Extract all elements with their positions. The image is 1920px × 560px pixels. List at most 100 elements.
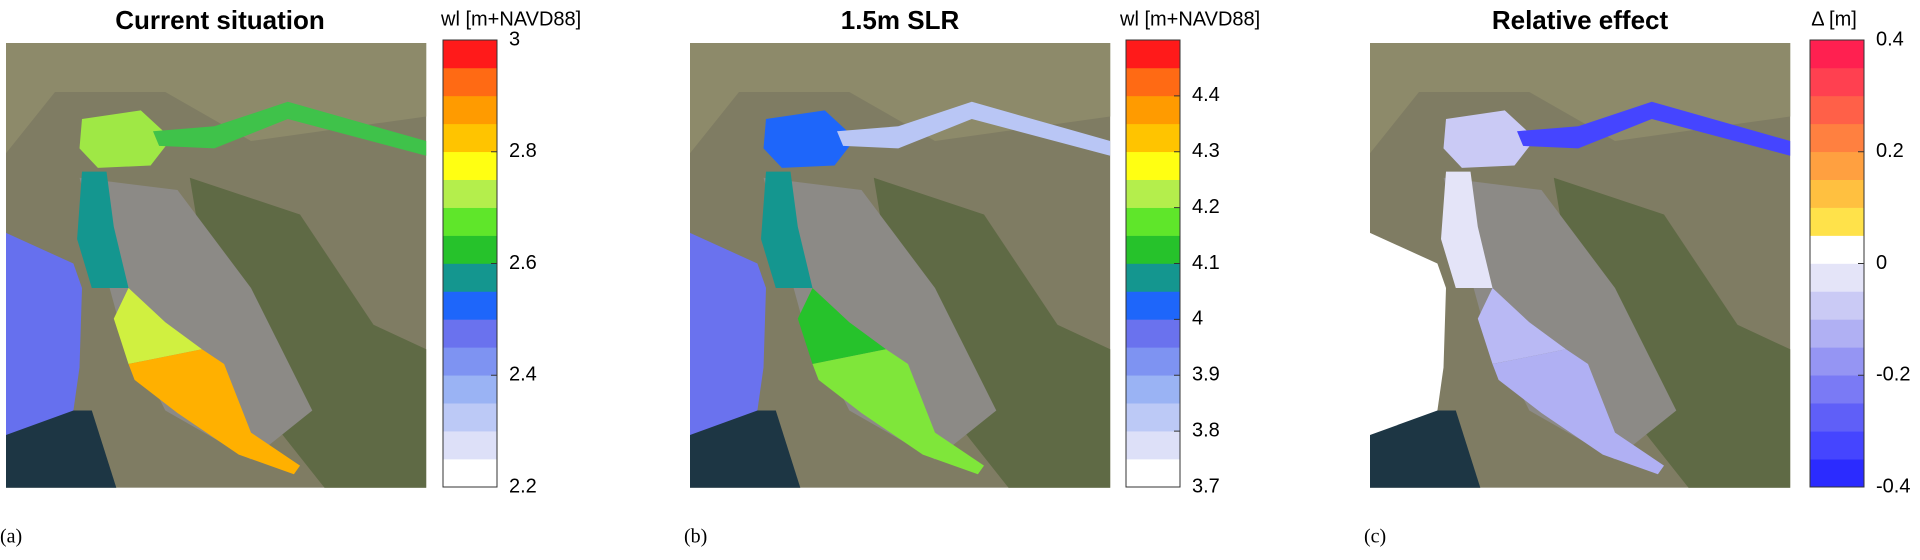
panel-label: (c) xyxy=(1364,526,1386,548)
land-hills xyxy=(189,177,427,488)
colorbar-tick-label: 0.2 xyxy=(1876,140,1904,162)
colorbar-segment xyxy=(1126,263,1180,292)
colorbar-segment xyxy=(443,459,497,488)
water-delta xyxy=(153,101,427,156)
colorbar-segment xyxy=(1810,40,1864,69)
colorbar-segment xyxy=(1810,123,1864,153)
colorbar-label: wl [m+NAVD88] xyxy=(1119,8,1260,30)
water-south-bay-2 xyxy=(128,349,300,475)
urban xyxy=(1443,177,1677,460)
colorbar-tick-label: 2.6 xyxy=(509,252,537,274)
water-south-bay-1 xyxy=(113,288,202,364)
colorbar-segment xyxy=(443,179,497,208)
colorbar-tick-label: 3.8 xyxy=(1192,419,1220,441)
colorbar-segment xyxy=(443,263,497,292)
colorbar-segment xyxy=(1810,207,1864,236)
colorbar-segment xyxy=(1126,67,1180,97)
colorbar-segment xyxy=(1810,179,1864,208)
panel-title: Current situation xyxy=(115,5,324,35)
colorbar-segment xyxy=(443,207,497,236)
map-panel xyxy=(690,43,1111,488)
panel-title: 1.5m SLR xyxy=(841,5,960,35)
colorbar-segment xyxy=(1126,179,1180,208)
colorbar-tick-label: 4.2 xyxy=(1192,196,1220,218)
colorbar-tick-label: 3.9 xyxy=(1192,364,1220,386)
colorbar-segment xyxy=(443,431,497,460)
water-ocean xyxy=(1370,232,1446,435)
colorbar-segment xyxy=(1810,403,1864,432)
colorbar-segment xyxy=(443,67,497,97)
colorbar-segment xyxy=(443,375,497,404)
water-ocean xyxy=(690,232,766,435)
colorbar-label: Δ [m] xyxy=(1811,8,1857,30)
colorbar-segment xyxy=(1126,319,1180,348)
colorbar-segment xyxy=(1810,375,1864,404)
water-north-bay xyxy=(1443,110,1536,168)
water-delta xyxy=(1517,101,1791,156)
colorbar-segment xyxy=(443,319,497,348)
water-ocean xyxy=(6,232,82,435)
colorbar-segment xyxy=(1126,151,1180,180)
panel-label: (a) xyxy=(0,526,22,548)
panel-label: (b) xyxy=(684,526,707,548)
water-south-bay-2 xyxy=(812,349,984,475)
colorbar-segment xyxy=(1810,151,1864,180)
colorbar-segment xyxy=(1126,431,1180,460)
colorbar-segment xyxy=(443,151,497,180)
water-north-bay xyxy=(763,110,856,168)
colorbar-segment xyxy=(1810,319,1864,348)
colorbar-tick-label: 0 xyxy=(1876,252,1887,274)
water-central-bay xyxy=(77,171,129,288)
colorbar-tick-label: 4.4 xyxy=(1192,84,1220,106)
colorbar-label: wl [m+NAVD88] xyxy=(440,8,581,30)
colorbar-segment xyxy=(1126,123,1180,153)
ocean-deep xyxy=(690,410,801,488)
colorbar-segment xyxy=(1126,207,1180,236)
colorbar-segment xyxy=(443,347,497,376)
colorbar-segment xyxy=(1126,375,1180,404)
water-north-bay xyxy=(79,110,172,168)
colorbar-segment xyxy=(1126,459,1180,488)
colorbar-segment xyxy=(1126,95,1180,125)
colorbar-tick-label: 3 xyxy=(509,28,520,50)
colorbar-segment xyxy=(1126,235,1180,264)
colorbar-tick-label: 3.7 xyxy=(1192,475,1220,497)
land-hills xyxy=(1553,177,1791,488)
water-delta xyxy=(837,101,1111,156)
land-hills xyxy=(873,177,1111,488)
colorbar-segment xyxy=(1810,235,1864,264)
colorbar-segment xyxy=(1126,291,1180,320)
colorbar-tick-label: 4.3 xyxy=(1192,140,1220,162)
water-south-bay-1 xyxy=(797,288,886,364)
panel-title: Relative effect xyxy=(1492,5,1669,35)
ocean-deep xyxy=(6,410,117,488)
urban xyxy=(763,177,997,460)
colorbar-segment xyxy=(443,95,497,125)
colorbar-tick-label: -0.4 xyxy=(1876,475,1910,497)
colorbar-segment xyxy=(1126,403,1180,432)
colorbar-segment xyxy=(1126,40,1180,69)
water-central-bay xyxy=(1441,171,1493,288)
colorbar-segment xyxy=(1810,291,1864,320)
ocean-deep xyxy=(1370,410,1481,488)
water-south-bay-1 xyxy=(1477,288,1566,364)
colorbar-segment xyxy=(443,235,497,264)
colorbar-segment xyxy=(443,123,497,153)
colorbar-tick-label: 4 xyxy=(1192,308,1203,330)
colorbar-segment xyxy=(1810,95,1864,125)
colorbar-segment xyxy=(443,40,497,69)
water-central-bay xyxy=(761,171,813,288)
colorbar-segment xyxy=(1126,347,1180,376)
colorbar-segment xyxy=(1810,263,1864,292)
colorbar-segment xyxy=(1810,459,1864,488)
colorbar-segment xyxy=(443,291,497,320)
map-panel xyxy=(1370,43,1791,488)
urban xyxy=(79,177,313,460)
water-south-bay-2 xyxy=(1492,349,1664,475)
colorbar-segment xyxy=(1810,431,1864,460)
colorbar-tick-label: 2.2 xyxy=(509,475,537,497)
colorbar-segment xyxy=(443,403,497,432)
colorbar-tick-label: 0.4 xyxy=(1876,28,1904,50)
colorbar-segment xyxy=(1810,67,1864,97)
